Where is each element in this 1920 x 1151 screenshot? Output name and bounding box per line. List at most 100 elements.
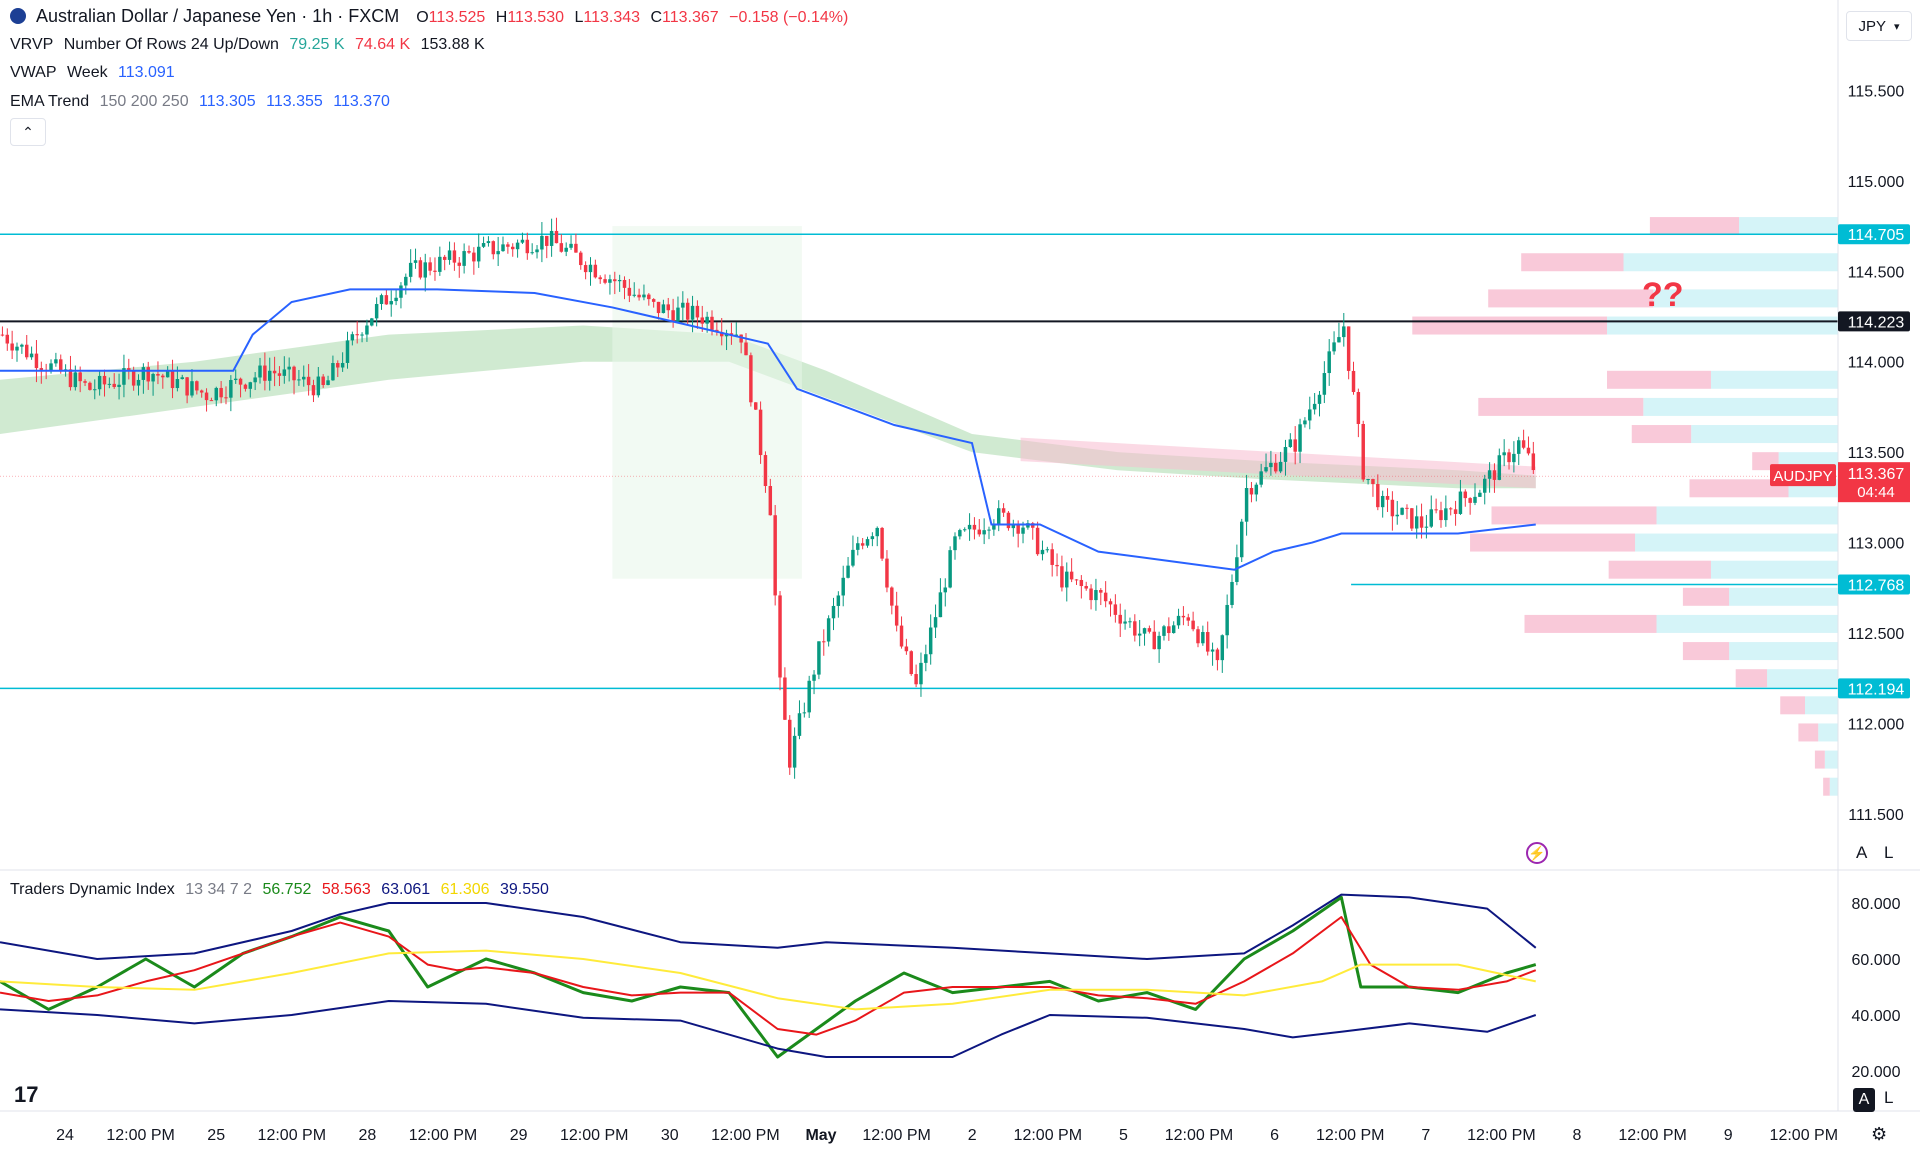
ema-params: 150 200 250 (99, 93, 189, 110)
time-tick-label: 8 (1573, 1127, 1582, 1144)
candle-body (93, 389, 97, 391)
candle-body (1473, 496, 1477, 503)
time-tick-label: 12:00 PM (862, 1127, 930, 1144)
candle-body (530, 252, 534, 254)
vwap-legend[interactable]: VWAP Week 113.091 (10, 64, 181, 82)
candle-body (554, 230, 559, 244)
candle-body (977, 529, 982, 535)
candle-body (1526, 447, 1531, 454)
flash-icon[interactable]: ⚡ (1526, 842, 1548, 864)
vrvp-params: Number Of Rows 24 Up/Down (63, 36, 279, 53)
volume-profile-down-bar (1631, 425, 1692, 444)
candle-body (1366, 479, 1370, 481)
candle-body (1079, 579, 1084, 587)
candle-body (515, 242, 520, 250)
candle-body (1278, 461, 1283, 472)
candle-body (924, 654, 928, 663)
vrvp-down-volume: 74.64 K (354, 36, 411, 53)
candle-body (928, 627, 933, 655)
tdi-legend[interactable]: Traders Dynamic Index 13 34 7 2 56.752 5… (10, 881, 555, 899)
time-tick-label: 25 (207, 1127, 225, 1144)
currency-selector[interactable]: JPY ▾ (1846, 11, 1912, 41)
candle-body (486, 241, 491, 244)
candle-body (608, 279, 612, 283)
tdi-series-line (0, 916, 1537, 1036)
annotation-text: ?? (1642, 276, 1684, 314)
candle-body (1405, 507, 1409, 509)
vrvp-legend[interactable]: VRVP Number Of Rows 24 Up/Down 79.25 K 7… (10, 36, 491, 54)
time-tick-label: 12:00 PM (1467, 1127, 1535, 1144)
candle-body (360, 334, 364, 336)
current-price-label: 113.367 (1848, 466, 1905, 483)
volume-profile-down-bar (1814, 750, 1825, 769)
price-axis[interactable]: 115.500 115.000 114.500 114.000 113.500 113.0… (0, 0, 1910, 1111)
candle-body (1021, 527, 1025, 534)
volume-profile-down-bar (1470, 533, 1636, 552)
auto-scale-button[interactable]: A (1856, 843, 1868, 862)
candle-body (1395, 514, 1399, 517)
time-tick-label: 6 (1270, 1127, 1279, 1144)
candle-body (511, 246, 515, 250)
low-label: L (574, 9, 584, 26)
auto-scale-button-bottom[interactable]: A (1853, 1088, 1875, 1112)
candle-body (433, 270, 437, 272)
candle-body (413, 260, 418, 263)
candle-body (1016, 523, 1020, 534)
tdi-value-3: 63.061 (381, 881, 431, 898)
candle-body (642, 294, 646, 298)
time-axis[interactable]: 24 12:00 PM 25 12:00 PM 28 12:00 PM 29 12:00 PM… (0, 1110, 1920, 1144)
candle-body (958, 530, 962, 537)
candle-body (272, 370, 277, 374)
candle-body (394, 297, 398, 302)
horizontal-levels[interactable] (0, 233, 1838, 690)
candle-body (613, 279, 617, 282)
candle-body (1517, 440, 1521, 454)
price-tick-label: 115.500 (1848, 83, 1905, 100)
symbol-tag: AUDJPY (1773, 468, 1832, 485)
time-tick-label: 12:00 PM (1618, 1127, 1686, 1144)
candle-body (287, 366, 291, 370)
vwap-name: VWAP (10, 64, 57, 81)
symbol-title[interactable]: Australian Dollar / Japanese Yen · 1h · … (36, 6, 400, 26)
candle-body (282, 369, 287, 376)
candle-body (418, 260, 423, 278)
time-tick-label: 29 (510, 1127, 528, 1144)
candle-body (535, 249, 539, 253)
candle-body (972, 524, 977, 530)
candle-body (579, 252, 583, 266)
candle-body (1050, 549, 1054, 565)
chevron-down-icon: ▾ (1893, 20, 1900, 33)
candle-body (73, 372, 78, 388)
candle-body (1191, 620, 1195, 630)
candle-body (452, 250, 457, 263)
symbol-legend: Australian Dollar / Japanese Yen · 1h · … (10, 6, 860, 27)
ema-name: EMA Trend (10, 93, 90, 110)
candle-body (734, 334, 739, 336)
chevron-up-icon: ⌃ (22, 123, 34, 140)
collapse-legend-button[interactable]: ⌃ (10, 118, 46, 146)
candle-body (277, 373, 282, 376)
candle-body (739, 334, 743, 343)
candle-body (190, 381, 194, 396)
candle-body (5, 334, 10, 344)
settings-gear-icon[interactable]: ⚙ (1871, 1124, 1888, 1144)
candle-body (705, 316, 709, 324)
vrvp-up-volume: 79.25 K (289, 36, 345, 53)
candle-body (1011, 523, 1016, 529)
candle-body (321, 376, 325, 385)
candle-body (1497, 455, 1502, 480)
price-tick-label: 111.500 (1848, 807, 1904, 824)
candle-body (1269, 462, 1273, 468)
volume-profile-up-bar (1829, 777, 1838, 796)
price-tick-label: 114.000 (1848, 355, 1905, 372)
log-scale-button[interactable]: L (1884, 843, 1894, 862)
candle-body (59, 359, 63, 372)
volume-profile-down-bar (1521, 253, 1624, 272)
ema-legend[interactable]: EMA Trend 150 200 250 113.305 113.355 11… (10, 93, 396, 111)
log-scale-button-bottom[interactable]: L (1884, 1088, 1894, 1107)
tradingview-logo-icon[interactable]: 17 (14, 1082, 39, 1107)
candle-body (423, 262, 427, 278)
candle-body (676, 307, 680, 322)
candle-body (1274, 462, 1278, 472)
